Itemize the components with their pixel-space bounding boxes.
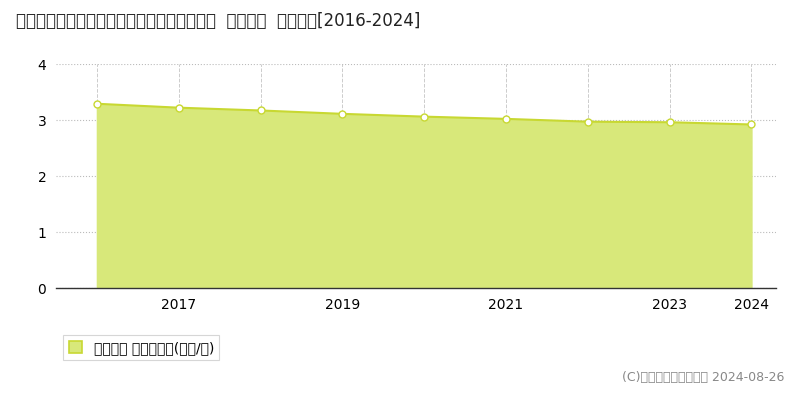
Text: (C)土地価格ドットコム 2024-08-26: (C)土地価格ドットコム 2024-08-26	[622, 371, 784, 384]
Legend: 地価公示 平均坪単価(万円/坪): 地価公示 平均坪単価(万円/坪)	[63, 335, 219, 360]
Text: 新潟県上越市大字有間川字家浦８０９番１外  地価公示  地価推移[2016-2024]: 新潟県上越市大字有間川字家浦８０９番１外 地価公示 地価推移[2016-2024…	[16, 12, 420, 30]
